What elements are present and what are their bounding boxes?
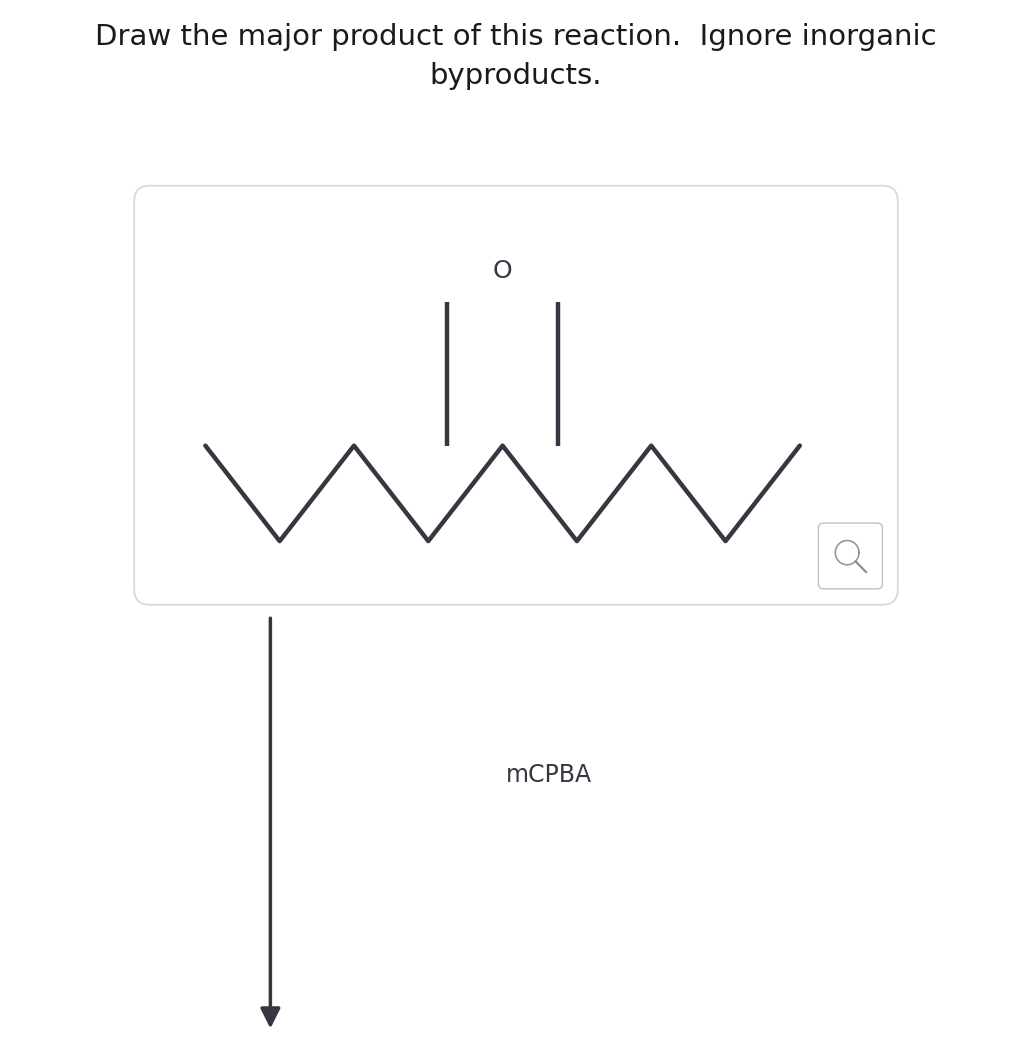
- Text: byproducts.: byproducts.: [429, 62, 603, 89]
- FancyBboxPatch shape: [818, 523, 882, 589]
- Text: O: O: [492, 259, 513, 283]
- Text: mCPBA: mCPBA: [506, 763, 591, 786]
- FancyBboxPatch shape: [134, 186, 898, 605]
- Text: Draw the major product of this reaction.  Ignore inorganic: Draw the major product of this reaction.…: [95, 23, 937, 51]
